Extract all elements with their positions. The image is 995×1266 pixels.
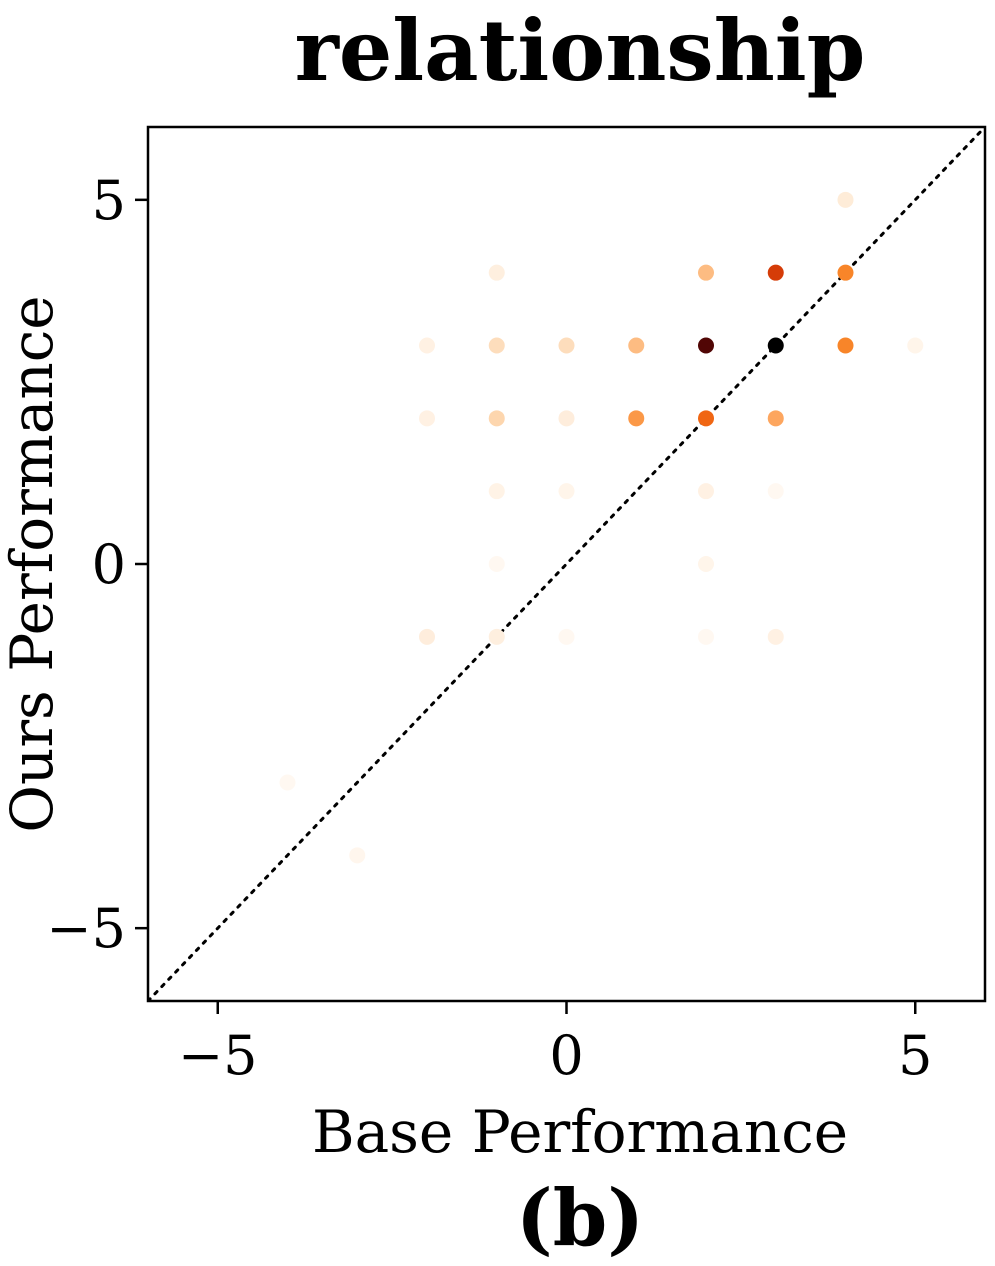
y-axis: −5 0 5 (46, 169, 148, 960)
x-axis-label: Base Performance (312, 1098, 848, 1166)
scatter-point (698, 410, 714, 427)
scatter-point (558, 410, 575, 427)
scatter-point (837, 337, 854, 354)
scatter-point (767, 483, 784, 500)
scatter-point (698, 556, 714, 572)
scatter-point (488, 337, 505, 354)
scatter-point (767, 337, 784, 354)
scatter-point (419, 337, 435, 354)
scatter-point (488, 264, 505, 281)
identity-reference-line (148, 127, 985, 1001)
plot-area (148, 127, 985, 1001)
scatter-point (767, 628, 784, 645)
scatter-point (698, 264, 714, 281)
points-layer (279, 191, 924, 864)
scatter-point (698, 628, 714, 645)
scatter-point (698, 337, 714, 354)
scatter-point (907, 337, 924, 354)
scatter-point (558, 628, 575, 645)
scatter-point (558, 337, 575, 354)
scatter-point (767, 410, 784, 427)
x-tick-label: 5 (898, 1024, 932, 1087)
x-tick-label: −5 (178, 1024, 258, 1087)
chart-title: relationship (295, 1, 866, 100)
scatter-point (279, 774, 296, 791)
x-tick-label: 0 (549, 1024, 583, 1087)
x-axis: −5 0 5 (178, 1001, 932, 1087)
scatter-point (488, 410, 505, 427)
scatter-point (349, 847, 366, 864)
y-tick-label: 5 (92, 169, 126, 232)
scatter-point (837, 264, 854, 281)
scatter-point (558, 483, 575, 500)
scatter-point (767, 264, 784, 281)
panel-label: (b) (516, 1173, 644, 1264)
y-axis-label: Ours Performance (0, 295, 66, 832)
scatter-point (488, 483, 505, 500)
y-tick-label: −5 (46, 897, 126, 960)
scatter-point (488, 556, 505, 572)
scatter-point (628, 337, 645, 354)
y-tick-label: 0 (92, 533, 126, 596)
scatter-point (419, 410, 435, 427)
scatter-point (628, 410, 645, 427)
scatter-point (419, 628, 435, 645)
scatter-point (488, 628, 505, 645)
scatter-point (837, 191, 854, 208)
scatter-point (698, 483, 714, 500)
